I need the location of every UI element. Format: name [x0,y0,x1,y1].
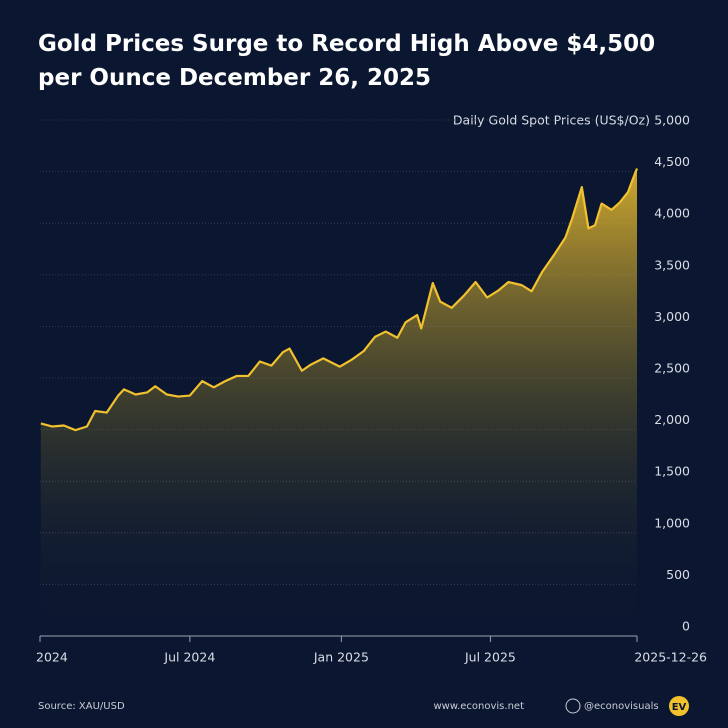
y-tick-label: 4,500 [654,154,690,169]
y-tick-label: 4,000 [654,206,690,221]
y-tick-label: 0 [682,619,690,634]
x-tick-label: 2024 [36,650,68,665]
y-tick-label: 5,000 [654,113,690,128]
y-tick-label: 1,000 [654,515,690,530]
x-tick-label: Jul 2024 [163,650,215,665]
chart-title: Gold Prices Surge to Record High Above $… [38,31,655,91]
y-tick-label: 2,500 [654,361,690,376]
social: @econovisuals [584,701,659,712]
y-tick-label: 500 [666,567,690,582]
x-tick-label: Jan 2025 [313,650,369,665]
area [40,168,638,636]
y-tick-label: 3,500 [654,257,690,272]
x-tick-label: 2025-12-26 [634,650,707,665]
line [40,168,639,432]
source: Source: XAU/USD [38,701,125,712]
y-axis-label: Daily Gold Spot Prices (US$/Oz) [453,113,650,128]
y-tick-label: 2,000 [654,412,690,427]
x-icon [565,698,581,714]
website: www.econovis.net [433,701,524,712]
logo: EV [672,702,687,713]
x-tick-label: Jul 2025 [464,650,516,665]
y-tick-label: 1,500 [654,464,690,479]
logo-badge [669,696,689,716]
y-tick-label: 3,000 [654,309,690,324]
